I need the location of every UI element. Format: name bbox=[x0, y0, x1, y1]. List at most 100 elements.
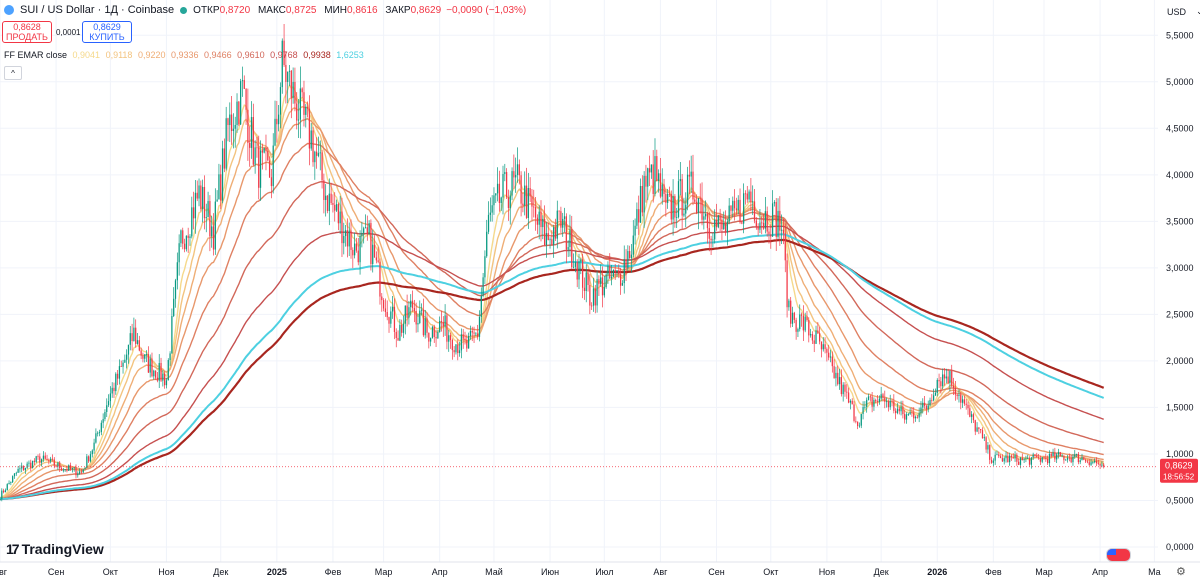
candle-body bbox=[171, 316, 173, 354]
candle-body bbox=[245, 88, 247, 110]
candle-body bbox=[236, 101, 238, 125]
buy-button[interactable]: 0,8629 КУПИТЬ bbox=[82, 21, 132, 43]
candle-body bbox=[866, 399, 868, 407]
candle-body bbox=[596, 279, 598, 306]
candle-body bbox=[724, 223, 727, 233]
candle-body bbox=[467, 336, 470, 349]
candle-body bbox=[431, 326, 434, 339]
candle-body bbox=[448, 335, 450, 342]
candle-body bbox=[250, 117, 253, 148]
candle-body bbox=[182, 230, 184, 244]
candle-body bbox=[460, 334, 463, 351]
candle-body bbox=[386, 312, 388, 318]
candle-body bbox=[408, 307, 410, 318]
candle-body bbox=[183, 243, 186, 250]
candle-body bbox=[57, 462, 59, 467]
indicator-legend[interactable]: FF EMAR close 0,9041 0,9118 0,9220 0,933… bbox=[4, 50, 364, 60]
indicator-name[interactable]: FF EMAR close bbox=[4, 50, 68, 60]
candle-body bbox=[192, 207, 195, 219]
candle-body bbox=[748, 191, 750, 200]
candle-body bbox=[493, 195, 495, 206]
currency-select[interactable]: USD ⌄ bbox=[1167, 6, 1200, 17]
candle-body bbox=[449, 335, 452, 341]
candle-body bbox=[581, 259, 584, 288]
x-tick-label: Апр bbox=[1092, 567, 1108, 577]
candle-body bbox=[446, 315, 448, 342]
candle-body bbox=[755, 220, 757, 227]
candle-body bbox=[118, 366, 121, 379]
candle-body bbox=[426, 318, 428, 333]
candle-body bbox=[585, 272, 587, 291]
candle-body bbox=[857, 421, 859, 426]
candle-body bbox=[741, 222, 743, 224]
candle-body bbox=[619, 274, 622, 286]
candle-body bbox=[591, 305, 593, 307]
sell-button[interactable]: 0,8628 ПРОДАТЬ bbox=[2, 21, 52, 43]
candle-body bbox=[558, 210, 560, 212]
candle-body bbox=[153, 370, 155, 377]
candle-body bbox=[355, 243, 358, 251]
candle-body bbox=[346, 230, 349, 247]
candle-body bbox=[969, 408, 971, 417]
sell-label: ПРОДАТЬ bbox=[6, 32, 48, 42]
candle-body bbox=[529, 188, 531, 197]
candle-body bbox=[580, 259, 582, 262]
candle-body bbox=[207, 201, 209, 218]
candle-body bbox=[305, 106, 307, 115]
candle-body bbox=[864, 406, 866, 408]
candle-body bbox=[686, 174, 689, 205]
candle-body bbox=[106, 405, 108, 412]
candle-body bbox=[761, 222, 763, 224]
candle-body bbox=[1054, 452, 1056, 460]
candle-body bbox=[571, 229, 573, 268]
candle-body bbox=[750, 191, 752, 203]
candle-body bbox=[918, 413, 920, 418]
candle-body bbox=[40, 459, 43, 463]
us-flag-icon[interactable] bbox=[1106, 548, 1131, 562]
candle-body bbox=[1041, 457, 1043, 462]
candle-body bbox=[583, 287, 586, 291]
tradingview-logo[interactable]: 17 TradingView bbox=[6, 541, 104, 557]
ema-line bbox=[0, 238, 1105, 500]
candle-body bbox=[491, 205, 493, 213]
candle-body bbox=[1037, 457, 1040, 459]
high-value: 0,8725 bbox=[285, 4, 317, 16]
y-tick-label: 2,0000 bbox=[1166, 356, 1194, 366]
candle-body bbox=[629, 251, 631, 259]
symbol-title[interactable]: SUI / US Dollar · 1Д · Coinbase bbox=[20, 4, 175, 16]
candle-body bbox=[455, 344, 457, 353]
candle-body bbox=[151, 358, 153, 377]
candle-body bbox=[533, 206, 535, 208]
candle-body bbox=[757, 226, 759, 230]
candle-body bbox=[907, 414, 909, 415]
y-tick-label: 5,0000 bbox=[1166, 77, 1194, 87]
candle-body bbox=[746, 193, 748, 200]
x-tick-label: Ма bbox=[1148, 567, 1161, 577]
gear-icon[interactable]: ⚙ bbox=[1176, 566, 1186, 578]
candle-body bbox=[913, 412, 915, 419]
candle-body bbox=[169, 353, 171, 361]
candle-body bbox=[594, 288, 596, 306]
candle-body bbox=[781, 229, 783, 231]
candle-body bbox=[936, 380, 938, 393]
candle-body bbox=[560, 211, 562, 228]
candle-body bbox=[205, 217, 207, 219]
ema-value: 0,9220 bbox=[137, 50, 166, 60]
candle-body bbox=[645, 175, 647, 187]
candle-body bbox=[634, 225, 636, 236]
candle-body bbox=[1007, 455, 1009, 463]
candle-body bbox=[274, 118, 276, 146]
candle-body bbox=[35, 456, 37, 462]
candle-body bbox=[688, 174, 691, 177]
candle-body bbox=[1092, 462, 1094, 463]
candle-body bbox=[661, 184, 663, 197]
x-tick-label: Дек bbox=[874, 567, 889, 577]
candle-body bbox=[639, 185, 642, 223]
candle-body bbox=[1039, 458, 1042, 462]
collapse-legend-button[interactable]: ^ bbox=[4, 66, 22, 80]
candle-body bbox=[39, 456, 41, 463]
candle-body bbox=[647, 168, 649, 187]
candle-body bbox=[677, 181, 680, 218]
candle-body bbox=[42, 455, 45, 460]
